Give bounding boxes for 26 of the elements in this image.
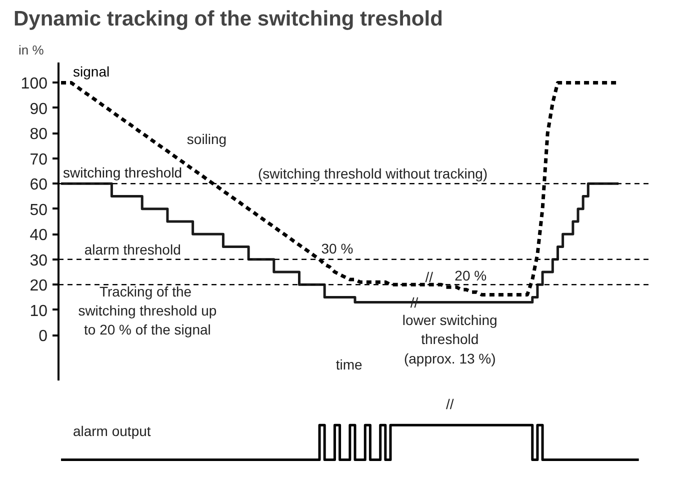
y-tick-label: 90 bbox=[30, 100, 48, 118]
y-axis-title: in % bbox=[18, 42, 44, 58]
y-tick-label: 100 bbox=[20, 76, 48, 93]
y-tick-label: 10 bbox=[30, 302, 48, 320]
y-tick-label: 20 bbox=[30, 278, 48, 295]
y-tick-label: 30 bbox=[30, 252, 48, 270]
y-tick-label: 60 bbox=[30, 176, 48, 194]
y-tick-label: 50 bbox=[30, 202, 48, 219]
annotation: soiling bbox=[186, 130, 227, 147]
annotation: alarm output bbox=[72, 423, 151, 439]
ref-line-label: alarm threshold bbox=[84, 241, 181, 258]
text: // bbox=[446, 396, 454, 412]
ref-line-label: (switching threshold without tracking) bbox=[258, 166, 488, 182]
annotation: 20 % bbox=[454, 268, 487, 284]
annotation: 30 % bbox=[321, 240, 354, 257]
y-tick-label: 80 bbox=[30, 126, 48, 144]
series-label: switching threshold bbox=[63, 164, 182, 181]
annotation: Tracking of the switching threshold up to 20 % of the signal bbox=[78, 283, 217, 338]
annotation: // bbox=[425, 269, 434, 286]
y-tick-label: 70 bbox=[30, 151, 48, 168]
annotation: time bbox=[336, 356, 363, 373]
y-tick-label: 0 bbox=[38, 328, 48, 346]
annotation: lower switching threshold (approx. 13 %) bbox=[402, 312, 498, 366]
chart-title: Dynamic tracking of the switching treshold bbox=[14, 8, 443, 30]
y-tick-label: 40 bbox=[30, 227, 48, 244]
series-label: signal bbox=[73, 64, 110, 80]
